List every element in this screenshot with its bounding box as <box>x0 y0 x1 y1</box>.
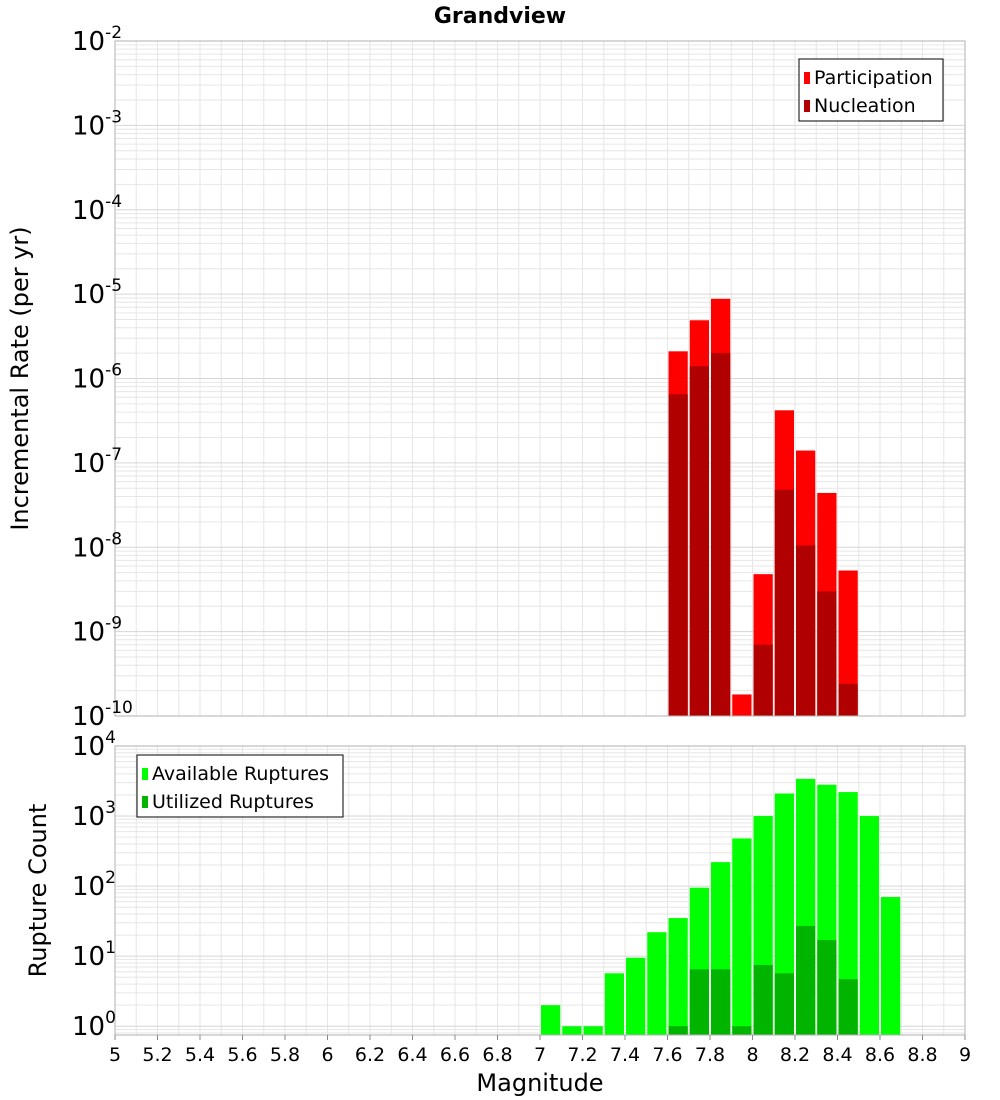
x-tick-label: 5.2 <box>142 1044 172 1066</box>
x-tick-label: 7.2 <box>567 1044 597 1066</box>
y-tick-label: 10-2 <box>72 23 122 57</box>
x-tick-label: 5 <box>109 1044 121 1066</box>
x-tick-label: 6.4 <box>397 1044 427 1066</box>
top-bar-participation <box>838 570 858 716</box>
x-tick-label: 6.6 <box>440 1044 470 1066</box>
x-tick-label: 8 <box>746 1044 758 1066</box>
bot-bar-utilized <box>753 964 773 1035</box>
y-tick-label: 10-5 <box>72 276 122 310</box>
top-bar-nucleation <box>796 545 816 716</box>
y-tick-label: 104 <box>72 728 116 762</box>
legend-swatch <box>142 768 148 780</box>
magnitude-x-ticks: 5 5.2 5.4 5.6 5.8 6 6.2 6.4 6.6 6.8 7 7.2 7.4 7.6 7.8 8… <box>109 1035 971 1066</box>
bot-bar-utilized <box>774 973 794 1035</box>
x-tick-label: 5.8 <box>270 1044 300 1066</box>
bot-bar-available <box>541 1005 561 1035</box>
rate-y-axis-label: Incremental Rate (per yr) <box>6 226 34 530</box>
y-tick-label: 10-6 <box>72 361 122 395</box>
bot-bar-utilized <box>689 969 709 1035</box>
bot-bar-available <box>838 792 858 1035</box>
x-tick-label: 9 <box>959 1044 971 1066</box>
x-tick-label: 7.4 <box>610 1044 640 1066</box>
x-tick-label: 7.8 <box>695 1044 725 1066</box>
bot-bar-utilized <box>796 925 816 1035</box>
count-y-ticks: 104 103 102 101 100 <box>72 728 116 1042</box>
bot-bar-available <box>881 896 901 1035</box>
x-tick-label: 7 <box>534 1044 546 1066</box>
count-bars <box>541 778 901 1035</box>
x-axis-label: Magnitude <box>476 1069 603 1097</box>
count-panel: 104 103 102 101 100 Rupture Count Available … <box>24 728 971 1097</box>
rate-legend: Participation Nucleation <box>798 58 944 122</box>
x-tick-label: 8.4 <box>822 1044 852 1066</box>
top-bar-nucleation <box>838 683 858 716</box>
x-tick-label: 8.6 <box>865 1044 895 1066</box>
x-tick-label: 5.4 <box>185 1044 215 1066</box>
legend-swatch <box>804 72 810 84</box>
bot-bar-available <box>626 957 646 1035</box>
chart-title: Grandview <box>434 4 566 29</box>
legend-box <box>136 754 344 818</box>
rate-plot-frame <box>114 40 966 717</box>
bot-bar-available <box>732 838 752 1035</box>
legend-label: Participation <box>814 67 933 89</box>
top-bar-participation <box>732 694 752 716</box>
x-tick-label: 8.2 <box>780 1044 810 1066</box>
rate-grid <box>114 41 966 717</box>
y-tick-label: 10-7 <box>72 445 122 479</box>
top-bar-nucleation <box>817 591 837 716</box>
y-tick-label: 10-10 <box>72 698 133 732</box>
bot-bar-available <box>668 918 688 1035</box>
x-tick-label: 6 <box>321 1044 333 1066</box>
y-tick-label: 10-8 <box>72 529 122 563</box>
x-tick-label: 6.2 <box>355 1044 385 1066</box>
y-tick-label: 102 <box>72 868 116 902</box>
x-tick-label: 6.8 <box>482 1044 512 1066</box>
y-tick-label: 103 <box>72 798 116 832</box>
legend-box <box>798 58 944 122</box>
count-legend: Available Ruptures Utilized Ruptures <box>136 754 344 818</box>
bot-bar-utilized <box>711 969 731 1035</box>
y-tick-label: 10-4 <box>72 192 122 226</box>
y-tick-label: 10-9 <box>72 614 122 648</box>
bot-bar-available <box>647 932 667 1035</box>
bot-bar-available <box>859 816 879 1035</box>
y-tick-label: 10-3 <box>72 107 122 141</box>
bot-bar-utilized <box>838 979 858 1035</box>
y-tick-label: 101 <box>72 938 116 972</box>
bot-bar-available <box>562 1026 582 1035</box>
count-y-axis-label: Rupture Count <box>24 804 52 978</box>
bot-bar-available <box>604 973 624 1035</box>
bot-bar-utilized <box>668 1026 688 1035</box>
y-tick-label: 100 <box>72 1008 116 1042</box>
rate-panel: 10-2 10-3 10-4 10-5 10-6 10-7 10-8 10-9 10-10 In… <box>6 23 966 732</box>
x-tick-label: 7.6 <box>652 1044 682 1066</box>
x-tick-label: 8.8 <box>907 1044 937 1066</box>
top-bar-nucleation <box>774 489 794 716</box>
top-bar-nucleation <box>753 644 773 716</box>
x-tick-label: 5.6 <box>227 1044 257 1066</box>
legend-swatch <box>804 100 810 112</box>
legend-swatch <box>142 796 148 808</box>
legend-label: Available Ruptures <box>152 763 329 785</box>
bot-bar-available <box>583 1026 603 1035</box>
top-bar-nucleation <box>689 366 709 716</box>
rate-y-ticks: 10-2 10-3 10-4 10-5 10-6 10-7 10-8 10-9 10-10 <box>72 23 133 732</box>
top-bar-nucleation <box>668 394 688 716</box>
bot-bar-utilized <box>732 1026 752 1035</box>
legend-label: Nucleation <box>814 95 916 117</box>
bot-bar-utilized <box>817 940 837 1035</box>
rate-bars <box>668 298 858 716</box>
legend-label: Utilized Ruptures <box>152 791 314 813</box>
top-bar-nucleation <box>711 353 731 716</box>
